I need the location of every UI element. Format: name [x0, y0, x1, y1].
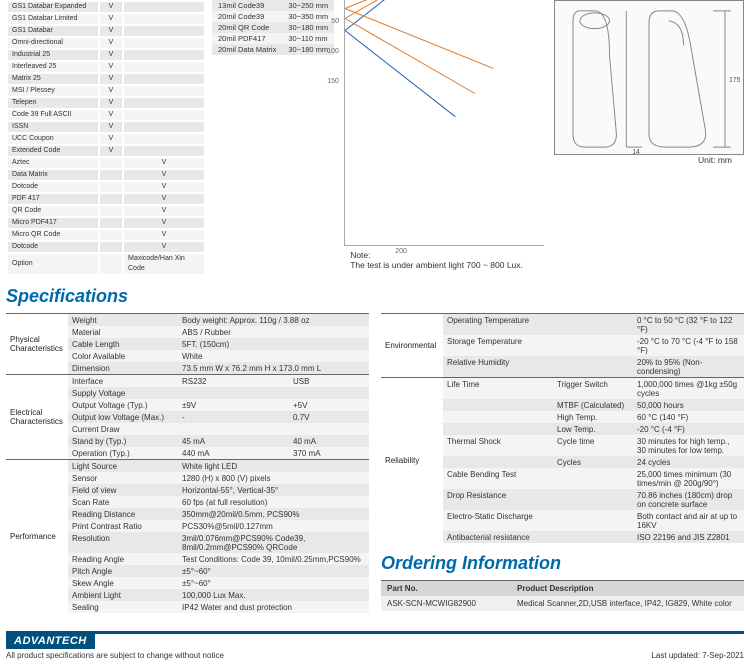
order-pn: ASK-SCN-MCWIG82900: [381, 596, 511, 611]
table-row: Micro QR CodeV: [8, 230, 204, 240]
table-row: UCC CouponV: [8, 134, 204, 144]
chart-ytick: 150: [327, 78, 339, 85]
order-table: Part No. Product Description ASK-SCN-MCW…: [381, 580, 744, 611]
table-row: Extended CodeV: [8, 146, 204, 156]
footer-date: Last updated: 7-Sep-2021: [651, 649, 744, 660]
svg-text:175: 175: [729, 77, 741, 84]
footer-note: All product specifications are subject t…: [6, 649, 224, 660]
table-row: 20mil QR Code30~180 mm: [212, 22, 334, 33]
chart-xtick: 200: [395, 248, 407, 255]
table-row: PDF 417V: [8, 194, 204, 204]
note-title: Note:: [350, 250, 370, 260]
table-row: Micro PDF417V: [8, 218, 204, 228]
advantech-logo: ADVANTECH: [6, 633, 95, 649]
chart-ytick: 100: [327, 48, 339, 55]
table-row: Interleaved 25V: [8, 62, 204, 72]
chart-note: Note: The test is under ambient light 70…: [340, 246, 548, 276]
table-row: 20mil Data Matrix30~180 mm: [212, 44, 334, 55]
table-row: Data MatrixV: [8, 170, 204, 180]
table-row: ISSNV: [8, 122, 204, 132]
order-desc: Medical Scanner,2D,USB interface, IP42, …: [511, 596, 744, 611]
table-row: 20mil PDF41730~110 mm: [212, 33, 334, 44]
table-row: 13mil Code3930~250 mm: [212, 0, 334, 11]
chart-ytick: 50: [331, 18, 339, 25]
symbology-table: GS1 Databar ExpandedV GS1 Databar Limited…: [6, 0, 206, 276]
table-row: 20mil Code3930~350 mm: [212, 11, 334, 22]
table-row: GS1 Databar LimitedV: [8, 14, 204, 24]
table-row: Code 39 Full ASCIIV: [8, 110, 204, 120]
order-head-desc: Product Description: [511, 581, 744, 597]
order-title: Ordering Information: [381, 553, 744, 574]
table-row: GS1 DatabarV: [8, 26, 204, 36]
unit-label: Unit: mm: [554, 155, 744, 165]
table-row: OptionMaxicode/Han Xin Code: [8, 254, 204, 274]
note-text: The test is under ambient light 700 ~ 80…: [350, 260, 523, 270]
table-row: AztecV: [8, 158, 204, 168]
decode-range-table: 13mil Code3930~250 mm20mil Code3930~350 …: [212, 0, 334, 55]
table-row: MSI / PlesseyV: [8, 86, 204, 96]
spec-table-right: EnvironmentalOperating Temperature0 °C t…: [381, 313, 744, 543]
table-row: GS1 Databar ExpandedV: [8, 2, 204, 12]
table-row: DotcodeV: [8, 242, 204, 252]
table-row: Omni-directionalV: [8, 38, 204, 48]
table-row: Physical CharacteristicsWeightBody weigh…: [6, 314, 369, 327]
table-row: PerformanceLight SourceWhite light LED: [6, 460, 369, 473]
spec-table-left: Physical CharacteristicsWeightBody weigh…: [6, 313, 369, 613]
dimension-drawing: 14 175: [554, 0, 744, 155]
order-head-pn: Part No.: [381, 581, 511, 597]
decode-chart: 50 100 150 200: [344, 0, 544, 246]
table-row: Matrix 25V: [8, 74, 204, 84]
table-row: DotcodeV: [8, 182, 204, 192]
svg-text:14: 14: [632, 149, 640, 154]
table-row: Electrical CharacteristicsInterfaceRS232…: [6, 375, 369, 388]
table-row: ReliabilityLife TimeTrigger Switch1,000,…: [381, 378, 744, 400]
table-row: EnvironmentalOperating Temperature0 °C t…: [381, 314, 744, 336]
spec-title: Specifications: [6, 286, 744, 307]
table-row: TelepenV: [8, 98, 204, 108]
table-row: Industrial 25V: [8, 50, 204, 60]
table-row: QR CodeV: [8, 206, 204, 216]
